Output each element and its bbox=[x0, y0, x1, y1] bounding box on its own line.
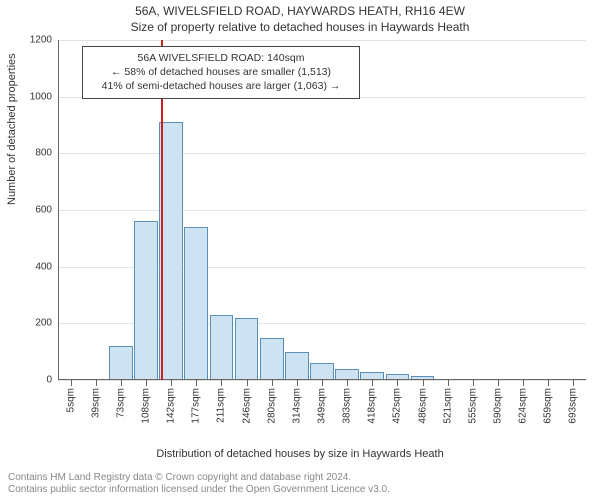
x-tick-label: 521sqm bbox=[442, 388, 453, 424]
x-tick-label: 624sqm bbox=[518, 388, 529, 424]
y-tick-label: 1200 bbox=[30, 35, 52, 46]
x-tick-label: 39sqm bbox=[90, 388, 101, 418]
x-tick bbox=[397, 380, 398, 386]
x-tick bbox=[221, 380, 222, 386]
x-tick bbox=[473, 380, 474, 386]
x-tick bbox=[498, 380, 499, 386]
x-tick-label: 693sqm bbox=[568, 388, 579, 424]
x-tick bbox=[247, 380, 248, 386]
x-tick-label: 659sqm bbox=[543, 388, 554, 424]
bar bbox=[210, 315, 234, 380]
y-tick-label: 800 bbox=[35, 148, 52, 159]
x-tick bbox=[347, 380, 348, 386]
bar bbox=[184, 227, 208, 380]
callout-line2: ← 58% of detached houses are smaller (1,… bbox=[91, 65, 351, 79]
callout-line3: 41% of semi-detached houses are larger (… bbox=[91, 79, 351, 93]
footer-line2: Contains public sector information licen… bbox=[8, 484, 592, 496]
x-tick bbox=[523, 380, 524, 386]
bar bbox=[235, 318, 259, 380]
x-tick-label: 349sqm bbox=[317, 388, 328, 424]
chart-title-address: 56A, WIVELSFIELD ROAD, HAYWARDS HEATH, R… bbox=[0, 4, 600, 18]
x-tick-label: 452sqm bbox=[392, 388, 403, 424]
callout-box: 56A WIVELSFIELD ROAD: 140sqm ← 58% of de… bbox=[82, 46, 360, 99]
x-tick bbox=[573, 380, 574, 386]
footer-attribution: Contains HM Land Registry data © Crown c… bbox=[8, 472, 592, 496]
x-tick bbox=[171, 380, 172, 386]
x-tick bbox=[372, 380, 373, 386]
bar bbox=[109, 346, 133, 380]
x-axis-label: Distribution of detached houses by size … bbox=[0, 448, 600, 460]
chart-title-subtitle: Size of property relative to detached ho… bbox=[0, 20, 600, 34]
x-tick-label: 177sqm bbox=[191, 388, 202, 424]
y-tick-label: 0 bbox=[46, 375, 52, 386]
bar bbox=[260, 338, 284, 381]
x-tick bbox=[423, 380, 424, 386]
y-tick-label: 400 bbox=[35, 261, 52, 272]
x-tick bbox=[146, 380, 147, 386]
x-tick-label: 555sqm bbox=[467, 388, 478, 424]
x-tick-label: 590sqm bbox=[493, 388, 504, 424]
x-tick-label: 314sqm bbox=[291, 388, 302, 424]
callout-line1: 56A WIVELSFIELD ROAD: 140sqm bbox=[91, 51, 351, 65]
footer-line1: Contains HM Land Registry data © Crown c… bbox=[8, 472, 592, 484]
bar bbox=[285, 352, 309, 380]
x-tick-label: 246sqm bbox=[241, 388, 252, 424]
x-tick-label: 280sqm bbox=[266, 388, 277, 424]
x-tick-label: 383sqm bbox=[342, 388, 353, 424]
x-tick bbox=[297, 380, 298, 386]
x-tick bbox=[448, 380, 449, 386]
chart-container: 56A, WIVELSFIELD ROAD, HAYWARDS HEATH, R… bbox=[0, 0, 600, 500]
x-tick bbox=[196, 380, 197, 386]
x-tick bbox=[272, 380, 273, 386]
bar bbox=[134, 221, 158, 380]
x-tick-label: 418sqm bbox=[367, 388, 378, 424]
x-tick bbox=[121, 380, 122, 386]
x-tick-label: 142sqm bbox=[166, 388, 177, 424]
y-tick-label: 600 bbox=[35, 205, 52, 216]
bar bbox=[310, 363, 334, 380]
x-tick-label: 211sqm bbox=[216, 388, 227, 423]
y-axis-label: Number of detached properties bbox=[6, 53, 18, 205]
x-tick-label: 486sqm bbox=[417, 388, 428, 424]
x-tick-label: 5sqm bbox=[65, 388, 76, 412]
y-tick-label: 1000 bbox=[30, 91, 52, 102]
x-tick bbox=[96, 380, 97, 386]
x-tick-label: 73sqm bbox=[115, 388, 126, 418]
x-tick bbox=[322, 380, 323, 386]
x-tick-label: 108sqm bbox=[141, 388, 152, 424]
x-tick bbox=[71, 380, 72, 386]
y-tick-label: 200 bbox=[35, 318, 52, 329]
x-tick bbox=[548, 380, 549, 386]
